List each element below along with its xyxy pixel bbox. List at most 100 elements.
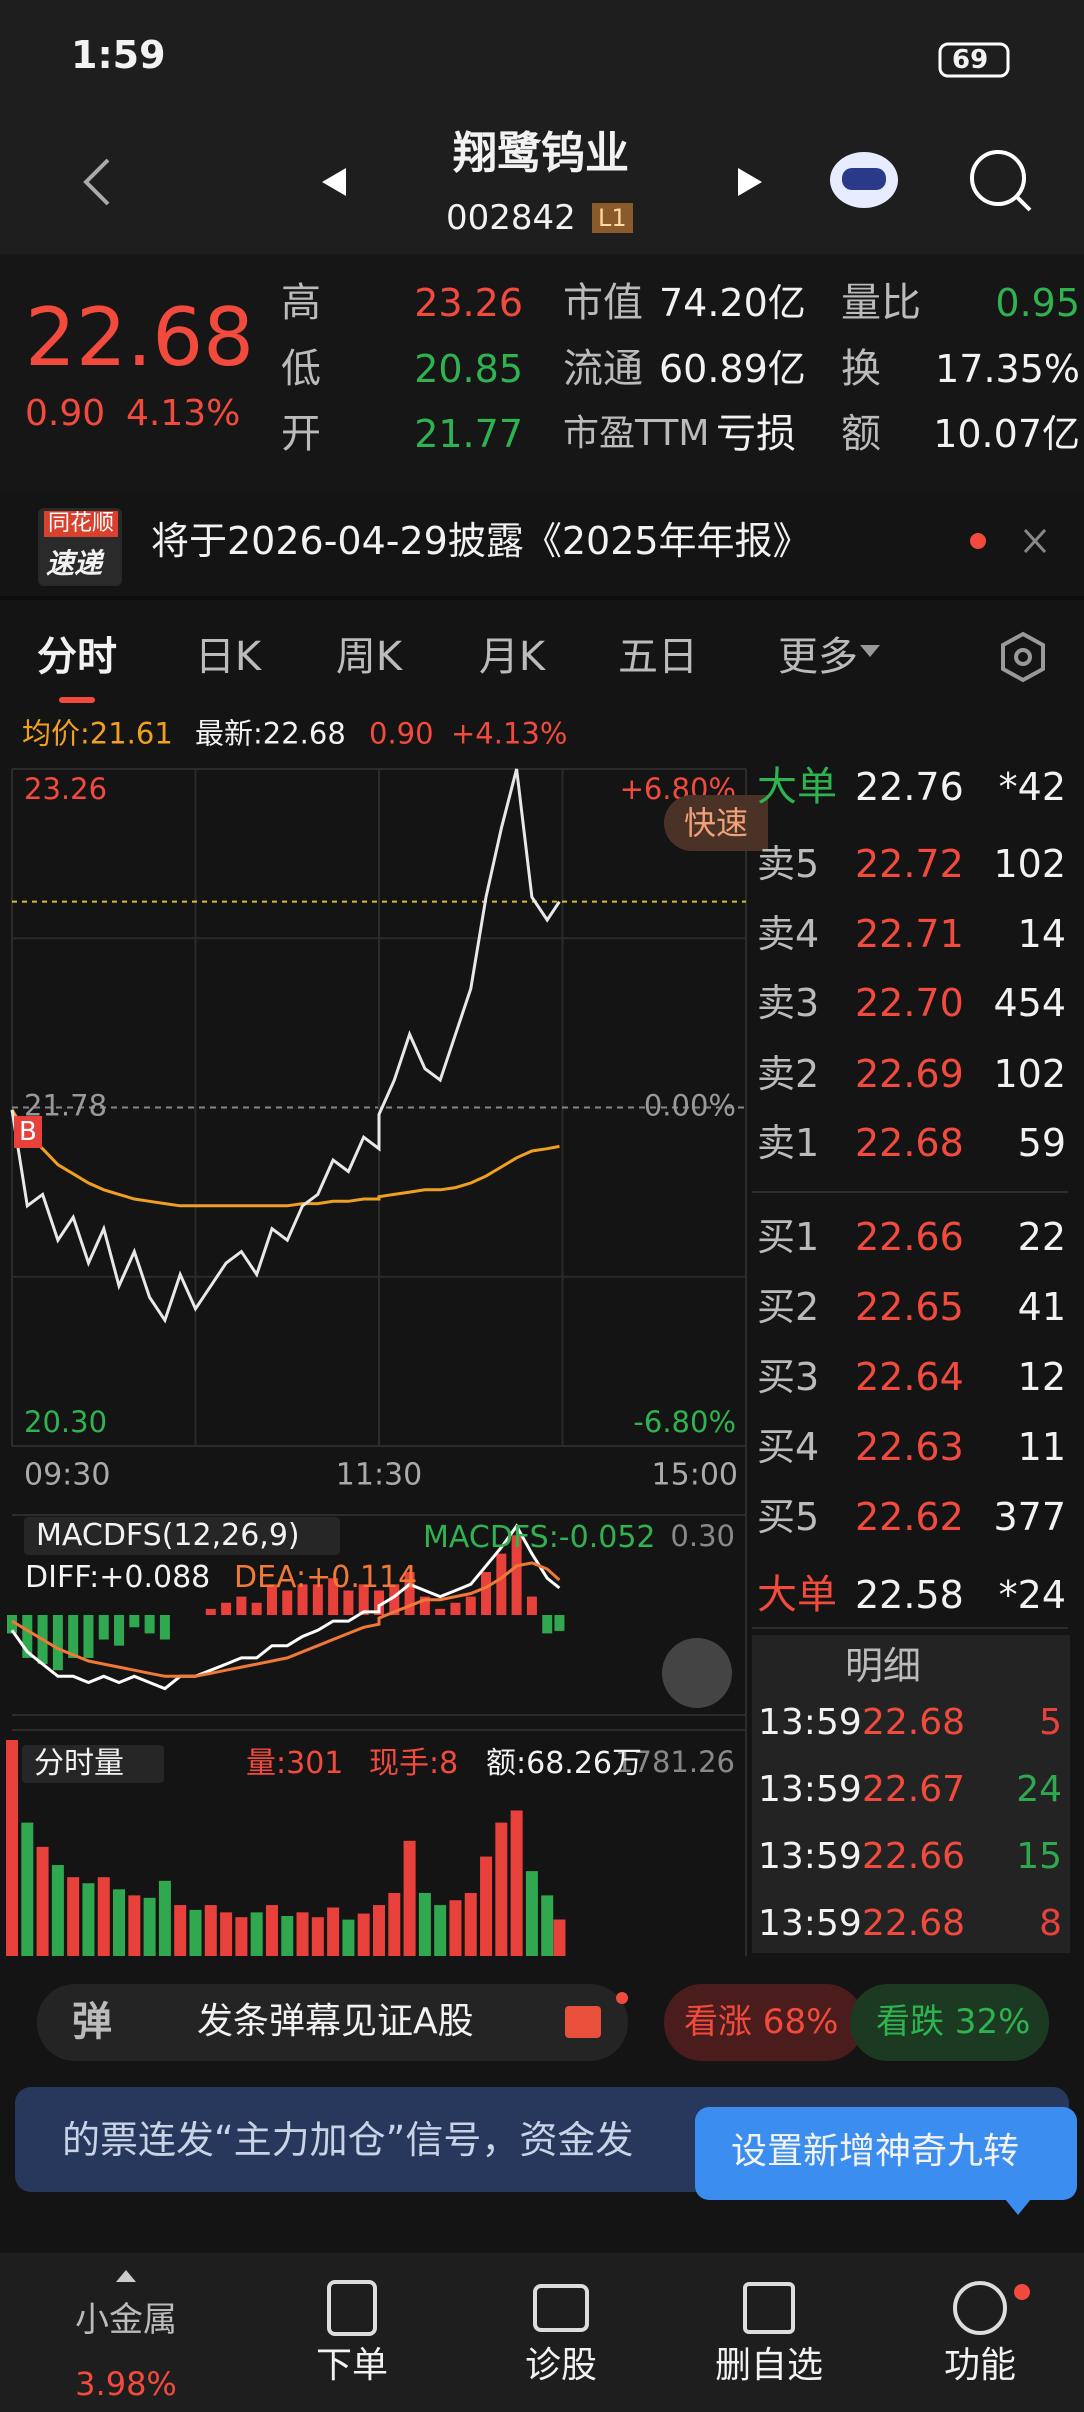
book-volume: 102 [993,1052,1066,1096]
fullscreen-btn[interactable] [662,1638,732,1708]
stat-label: 市值 [563,280,643,326]
banner-text[interactable]: 的票连发“主力加仓”信号，资金发 [62,2121,634,2159]
macd-bar [419,1596,430,1615]
macd-value: MACDFS:-0.052 [423,1520,656,1555]
gift-icon [565,2006,601,2038]
notice-text[interactable]: 将于2026-04-29披露《2025年年报》 [151,519,811,563]
y2-tick-label: -6.80% [633,1405,736,1439]
volume-bar [158,1880,171,1956]
volume-bar [97,1877,110,1956]
x-tick-label: 15:00 [652,1458,738,1493]
series-line [10,1523,561,1691]
volume-bar [480,1856,493,1956]
tab[interactable]: 五日 [618,634,698,680]
macd-bar [236,1596,247,1615]
prev-icon[interactable] [322,168,346,196]
book-label: 卖4 [757,912,820,956]
macd-bar [98,1615,109,1640]
close-icon[interactable] [1023,528,1047,554]
nav-func-icon[interactable] [953,2281,1007,2335]
book-price: 22.64 [855,1355,964,1399]
nav-remove-icon[interactable] [743,2282,795,2334]
stat-value: 23.26 [414,281,523,325]
trade-price: 22.68 [862,1702,966,1743]
tooltip-text[interactable]: 设置新增神奇九转 [731,2131,1020,2172]
stat-label: 市盈TTM [563,413,710,454]
volume-bar [327,1907,340,1956]
book-volume: 102 [993,842,1066,886]
danmu-dot [616,1992,628,2004]
volume-bar [464,1892,477,1956]
level-badge: L1 [592,203,633,233]
macd-title[interactable]: MACDFS(12,26,9) [24,1517,340,1555]
macd-bar [221,1602,232,1615]
nav-label[interactable]: 小金属 [75,2300,177,2340]
nav-diag-icon[interactable] [533,2284,589,2332]
trade-volume: 8 [1039,1903,1062,1944]
volume-bar [82,1883,95,1956]
stat-label: 高 [281,280,321,326]
big-order-price: 22.58 [855,1573,964,1617]
book-volume: 14 [1017,912,1066,956]
trades-title[interactable]: 明细 [845,1644,922,1688]
bull-pill[interactable] [664,1984,864,2061]
volume-title[interactable]: 分时量 [22,1745,164,1783]
tab[interactable]: 分时 [37,634,117,680]
amount-label: 额:68.26万 [486,1746,642,1781]
next-icon[interactable] [738,168,762,196]
bull-vote[interactable]: 看涨 68% [684,2002,839,2042]
nav-order-icon[interactable] [327,2280,377,2336]
settings-icon[interactable] [1001,631,1045,683]
nav-label[interactable]: 功能 [943,2345,1017,2386]
avg-price: 均价:21.61 [22,716,173,751]
diff-value: DIFF:+0.088 [25,1560,211,1595]
series-line [10,768,561,1324]
more-arrow [860,645,880,657]
volume-bar [174,1905,187,1956]
tooltip-bg [695,2107,1077,2200]
danmu-placeholder[interactable]: 发条弹幕见证A股 [197,2001,474,2042]
danmu-icon[interactable]: 弹 [72,1999,112,2045]
macd-bar [251,1602,262,1615]
tab[interactable]: 更多 [778,634,858,680]
volume-bar [21,1822,34,1956]
macd-bar [404,1572,415,1615]
tab[interactable]: 周K [335,634,403,680]
stat-value: 亏损 [716,411,796,457]
y-tick-label: 23.26 [24,772,107,806]
tab[interactable]: 日K [194,634,262,680]
search-handle [1015,195,1032,212]
book-price: 22.66 [855,1215,964,1259]
logo-bottom: 速递 [46,547,103,580]
macd-bar [343,1590,354,1615]
bear-vote[interactable]: 看跌 32% [876,2002,1031,2042]
volume-bar [51,1865,64,1956]
book-volume: 11 [1017,1425,1066,1469]
bear-pill[interactable] [850,1984,1049,2061]
trade-time: 13:59 [758,1903,862,1944]
volume-bar [541,1895,554,1956]
book-label: 买4 [757,1425,820,1469]
back-icon[interactable] [83,158,110,206]
stat-value: 0.95 [995,281,1080,325]
price-change: 0.90 [25,393,106,434]
big-order-price: 22.76 [855,765,964,809]
search-icon[interactable] [970,150,1026,206]
nav-label[interactable]: 删自选 [714,2345,824,2386]
macd-bar [435,1608,446,1615]
quick-badge[interactable]: 快速 [664,795,769,851]
volume-bar [281,1915,294,1956]
nav-label[interactable]: 下单 [315,2345,389,2386]
y-tick-label: 1781.26 [615,1745,735,1779]
info-change: 0.90 [369,716,434,751]
tab[interactable]: 月K [478,634,546,680]
danmu-pill[interactable] [37,1984,628,2061]
volume-bar [265,1905,278,1956]
stat-value: 74.20亿 [659,281,806,325]
stat-value: 60.89亿 [659,347,806,391]
volume-bar [220,1912,233,1956]
stat-label: 低 [281,346,321,392]
nav-label[interactable]: 诊股 [524,2345,598,2386]
macd-bar [481,1572,492,1615]
volume-bar [250,1912,263,1956]
